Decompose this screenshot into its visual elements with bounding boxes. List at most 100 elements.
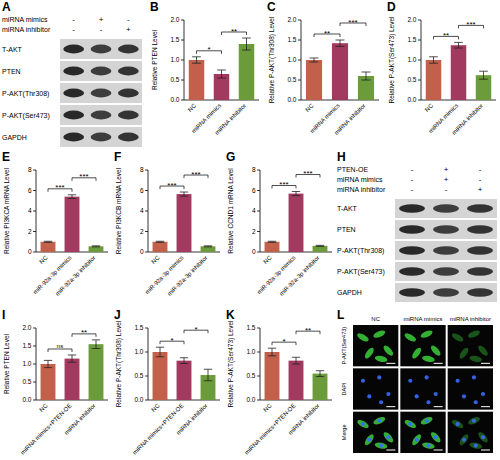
tick-mark (418, 100, 421, 101)
nucleus (415, 438, 419, 442)
micrograph (353, 412, 398, 453)
image-bg (448, 412, 493, 453)
image-bg (400, 325, 445, 366)
tick-label: 0.0 (170, 96, 179, 103)
error-bar (204, 246, 212, 247)
axis-title: Relative CCND1 mRNA Level (227, 168, 234, 254)
blot-band (433, 288, 459, 296)
micrograph (400, 412, 445, 453)
tick-mark (145, 328, 148, 329)
image-bg (400, 412, 445, 453)
tick-label: 2 (28, 228, 32, 235)
sig-bracket (48, 349, 72, 352)
tick-mark (298, 40, 301, 41)
lane-sign: - (479, 165, 482, 174)
tick-mark (257, 352, 260, 353)
error-bar (44, 360, 52, 367)
y-axis (36, 328, 37, 400)
scale-bar (434, 406, 443, 407)
row-label: GAPDH (2, 134, 27, 141)
tick-label: 0.5 (134, 372, 143, 379)
marks (426, 42, 492, 100)
error-bar (156, 347, 164, 357)
nucleus (481, 392, 485, 396)
tick-mark (33, 364, 36, 365)
tick-label: 1.0 (287, 56, 296, 63)
tick-mark (257, 231, 260, 232)
tick-mark (33, 190, 36, 191)
category-label: miR-92a-3p mimics (256, 254, 297, 295)
lane-sign: - (445, 185, 448, 194)
nucleus (377, 375, 381, 379)
y-axis (36, 170, 37, 252)
significance-label: * (170, 336, 173, 345)
error-bar (44, 241, 52, 242)
western-blot: AmiRNA mimics-+-miRNA inhibitor--+T-AKTP… (2, 0, 142, 147)
bar (239, 44, 255, 100)
blot-band (91, 133, 112, 142)
category-label: miRNA inhibitor (175, 402, 208, 435)
bar (289, 361, 304, 400)
error-bar (454, 42, 463, 48)
tick-mark (33, 170, 36, 171)
blot-strip (395, 262, 497, 281)
tick-label: 2.0 (407, 16, 416, 23)
row-label: Merge (341, 425, 347, 441)
nucleus (386, 392, 390, 396)
bar-chart: I0.00.51.01.52.0NCmiRNA mimics+PTEN-OEmi… (2, 308, 108, 456)
tick-mark (418, 80, 421, 81)
error-bar (68, 355, 76, 362)
nucleus (434, 435, 438, 439)
tick-label: 1.0 (170, 56, 179, 63)
scale-bar (386, 363, 395, 364)
tick-label: 1.0 (246, 348, 255, 355)
error-bar (217, 70, 226, 78)
lane-sign: + (444, 165, 449, 174)
cell (451, 418, 465, 429)
row-label: P-AKT(Thr308) (337, 247, 384, 255)
axis-title: Relative PTEN Level (151, 29, 158, 90)
blot-band (399, 288, 425, 296)
tick-mark (418, 40, 421, 41)
bar (177, 194, 192, 252)
blot-band (399, 246, 425, 254)
marks (265, 192, 328, 252)
image-bg (448, 368, 493, 409)
tick-mark (33, 328, 36, 329)
cell (382, 344, 395, 357)
micrograph (448, 412, 493, 453)
tick-mark (145, 352, 148, 353)
tick-mark (33, 231, 36, 232)
blot-strip (60, 127, 142, 147)
blot-band (91, 111, 112, 120)
tick-label: 1.5 (22, 342, 31, 349)
nucleus (386, 435, 390, 439)
lane-sign: + (478, 185, 483, 194)
y-axis (260, 170, 261, 252)
significance-label: * (207, 45, 210, 54)
category-label: NC (38, 402, 49, 413)
tick-label: 4 (252, 207, 256, 214)
blot-band (118, 89, 139, 98)
tick-mark (257, 211, 260, 212)
tick-label: 0.5 (246, 372, 255, 379)
micrograph (400, 368, 445, 409)
tick-label: 6 (252, 187, 256, 194)
lane-sign: - (72, 15, 75, 24)
marks (189, 38, 255, 100)
bar (426, 60, 442, 100)
cell (467, 329, 481, 339)
axis-title: Relative P-AKT(Thr308) Level (115, 320, 123, 407)
scale-bar (434, 450, 443, 451)
panel-label: K (226, 308, 235, 322)
bar (306, 60, 322, 100)
bar (41, 242, 56, 252)
error-bar (156, 241, 164, 242)
blot-band (63, 89, 84, 98)
error-bar (242, 38, 251, 50)
scale-bar (481, 450, 490, 451)
error-bar (316, 371, 324, 377)
cell (356, 332, 370, 343)
tick-label: 1.0 (22, 360, 31, 367)
tick-label: 1.0 (134, 348, 143, 355)
